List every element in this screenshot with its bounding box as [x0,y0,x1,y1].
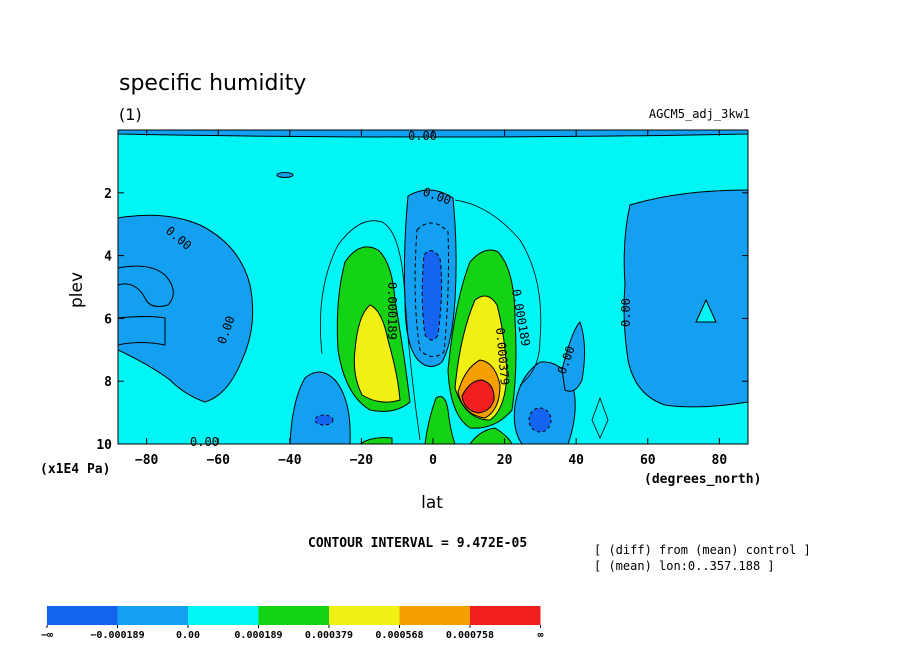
contour-fill-lower-left-negative [289,371,351,444]
contour-fill-right-positive-peak [461,379,495,414]
colorbar-segment [258,606,329,625]
y-tick-label: 10 [96,438,112,453]
contour-line-far-right [591,396,609,439]
chart-title: specific humidity [119,71,306,96]
x-tick-label: 0 [429,453,437,468]
y-tick-label: 2 [104,187,112,202]
contour-fill-lower-left-core [314,414,334,426]
contour-fill-bottom-positive [359,396,513,444]
x-tick-label: −40 [278,453,302,468]
x-tick-label: −20 [350,453,374,468]
contour-line-equator-dash [414,222,449,357]
contour-label: 0.00 [408,129,437,143]
contour-fill-small-blob [276,172,294,178]
colorbar-segment [329,606,400,625]
contour-fill-right-negative [623,189,748,408]
colorbar-segment [188,606,259,625]
x-axis-label: lat [421,493,443,513]
note-line-2: [ (mean) lon:0..357.188 ] [594,559,775,573]
contour-fill-left-negative [118,214,254,403]
colorbar-segment [470,606,541,625]
colorbar-label: −∞ [41,630,53,641]
contour-fill-left-lower [118,316,166,346]
colorbar-segment [117,606,188,625]
x-tick-label: 60 [640,453,656,468]
y-unit-label: (x1E4 Pa) [40,462,110,477]
colorbar-label: ∞ [537,630,543,641]
note-line-1: [ (diff) from (mean) control ] [594,543,811,557]
contour-line-outer-right [454,199,542,386]
y-axis-ticks: 2 4 6 8 10 [96,187,748,453]
colorbar-label: 0.000568 [375,630,423,641]
y-tick-label: 4 [104,250,112,265]
contour-fill-equator-core [421,250,443,341]
colorbar-label: 0.000379 [305,630,353,641]
colorbar-segment [47,606,118,625]
colorbar-segment [399,606,470,625]
colorbar-label: 0.00 [176,630,200,641]
contour-label: 0.00 [190,435,219,449]
plot-area [118,130,748,444]
y-tick-label: 6 [104,312,112,327]
colorbar-label: −0.000189 [90,630,144,641]
x-axis-ticks: −80 −60 −40 −20 0 20 40 60 80 [135,130,727,468]
x-tick-label: −80 [135,453,159,468]
y-axis-label: plev [67,272,87,308]
y-tick-label: 8 [104,375,112,390]
subtitle-right: AGCM5_adj_3kw1 [649,107,750,121]
colorbar-label: 0.000758 [446,630,494,641]
x-tick-label: −60 [206,453,230,468]
contour-label: 0.000189 [385,282,399,340]
contour-fill-lower-right-core [528,407,552,433]
contour-fill-left-positive-core [353,304,401,403]
x-tick-label: 40 [568,453,584,468]
contour-label: 0.00 [619,298,633,327]
x-tick-label: 20 [497,453,513,468]
contour-fill-right-hole [695,298,717,323]
contour-interval-label: CONTOUR INTERVAL = 9.472E-05 [308,536,527,551]
contour-fill-right-tongue [561,321,586,392]
contour-line-outer-left [320,220,421,441]
subtitle-left: (1) [119,105,142,124]
colorbar: −∞ −0.000189 0.00 0.000189 0.000379 0.000568 0… [41,606,544,641]
contour-label: 0.000379 [493,327,512,386]
colorbar-label: 0.000189 [234,630,282,641]
x-tick-label: 80 [712,453,728,468]
x-unit-label: (degrees_north) [644,472,761,487]
